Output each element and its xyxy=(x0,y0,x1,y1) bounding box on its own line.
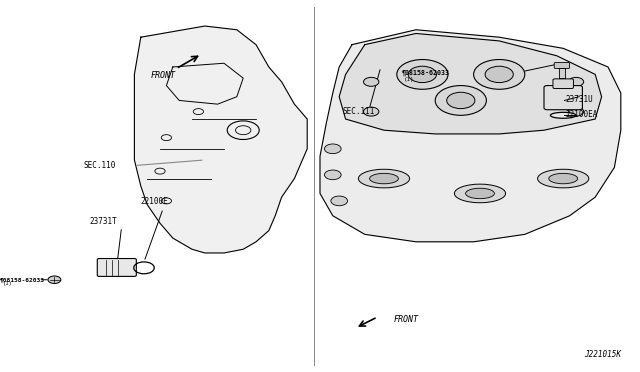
FancyBboxPatch shape xyxy=(544,86,582,110)
Circle shape xyxy=(447,92,475,109)
Circle shape xyxy=(364,107,379,116)
Text: 23731T: 23731T xyxy=(90,217,117,226)
Circle shape xyxy=(568,107,584,116)
FancyBboxPatch shape xyxy=(553,79,573,89)
Circle shape xyxy=(568,77,584,86)
Text: FRONT: FRONT xyxy=(150,71,176,80)
Circle shape xyxy=(485,66,513,83)
Ellipse shape xyxy=(454,184,506,203)
FancyBboxPatch shape xyxy=(97,259,136,276)
Circle shape xyxy=(397,60,448,89)
Text: 22100EA: 22100EA xyxy=(566,110,598,119)
Polygon shape xyxy=(134,26,307,253)
Text: J221015K: J221015K xyxy=(584,350,621,359)
Circle shape xyxy=(324,170,341,180)
Circle shape xyxy=(364,77,379,86)
Ellipse shape xyxy=(466,188,495,199)
Ellipse shape xyxy=(549,173,578,184)
Text: ¶08158-62033: ¶08158-62033 xyxy=(0,277,45,282)
Circle shape xyxy=(331,196,348,206)
Text: FRONT: FRONT xyxy=(394,315,419,324)
FancyBboxPatch shape xyxy=(554,62,570,68)
Ellipse shape xyxy=(538,169,589,188)
Circle shape xyxy=(324,144,341,154)
Text: 23731U: 23731U xyxy=(566,95,593,104)
Text: SEC.110: SEC.110 xyxy=(83,161,116,170)
Text: (1): (1) xyxy=(404,77,414,82)
Ellipse shape xyxy=(370,173,399,184)
Circle shape xyxy=(408,66,436,83)
Ellipse shape xyxy=(550,112,576,118)
Polygon shape xyxy=(320,30,621,242)
Circle shape xyxy=(474,60,525,89)
Ellipse shape xyxy=(358,169,410,188)
Text: 22100E: 22100E xyxy=(141,198,168,206)
Circle shape xyxy=(435,86,486,115)
Text: ¶08158-62033: ¶08158-62033 xyxy=(401,70,449,77)
Polygon shape xyxy=(339,33,602,134)
Polygon shape xyxy=(559,68,565,78)
Circle shape xyxy=(48,276,61,283)
Text: (1): (1) xyxy=(3,281,12,286)
Text: SEC.111: SEC.111 xyxy=(342,107,375,116)
